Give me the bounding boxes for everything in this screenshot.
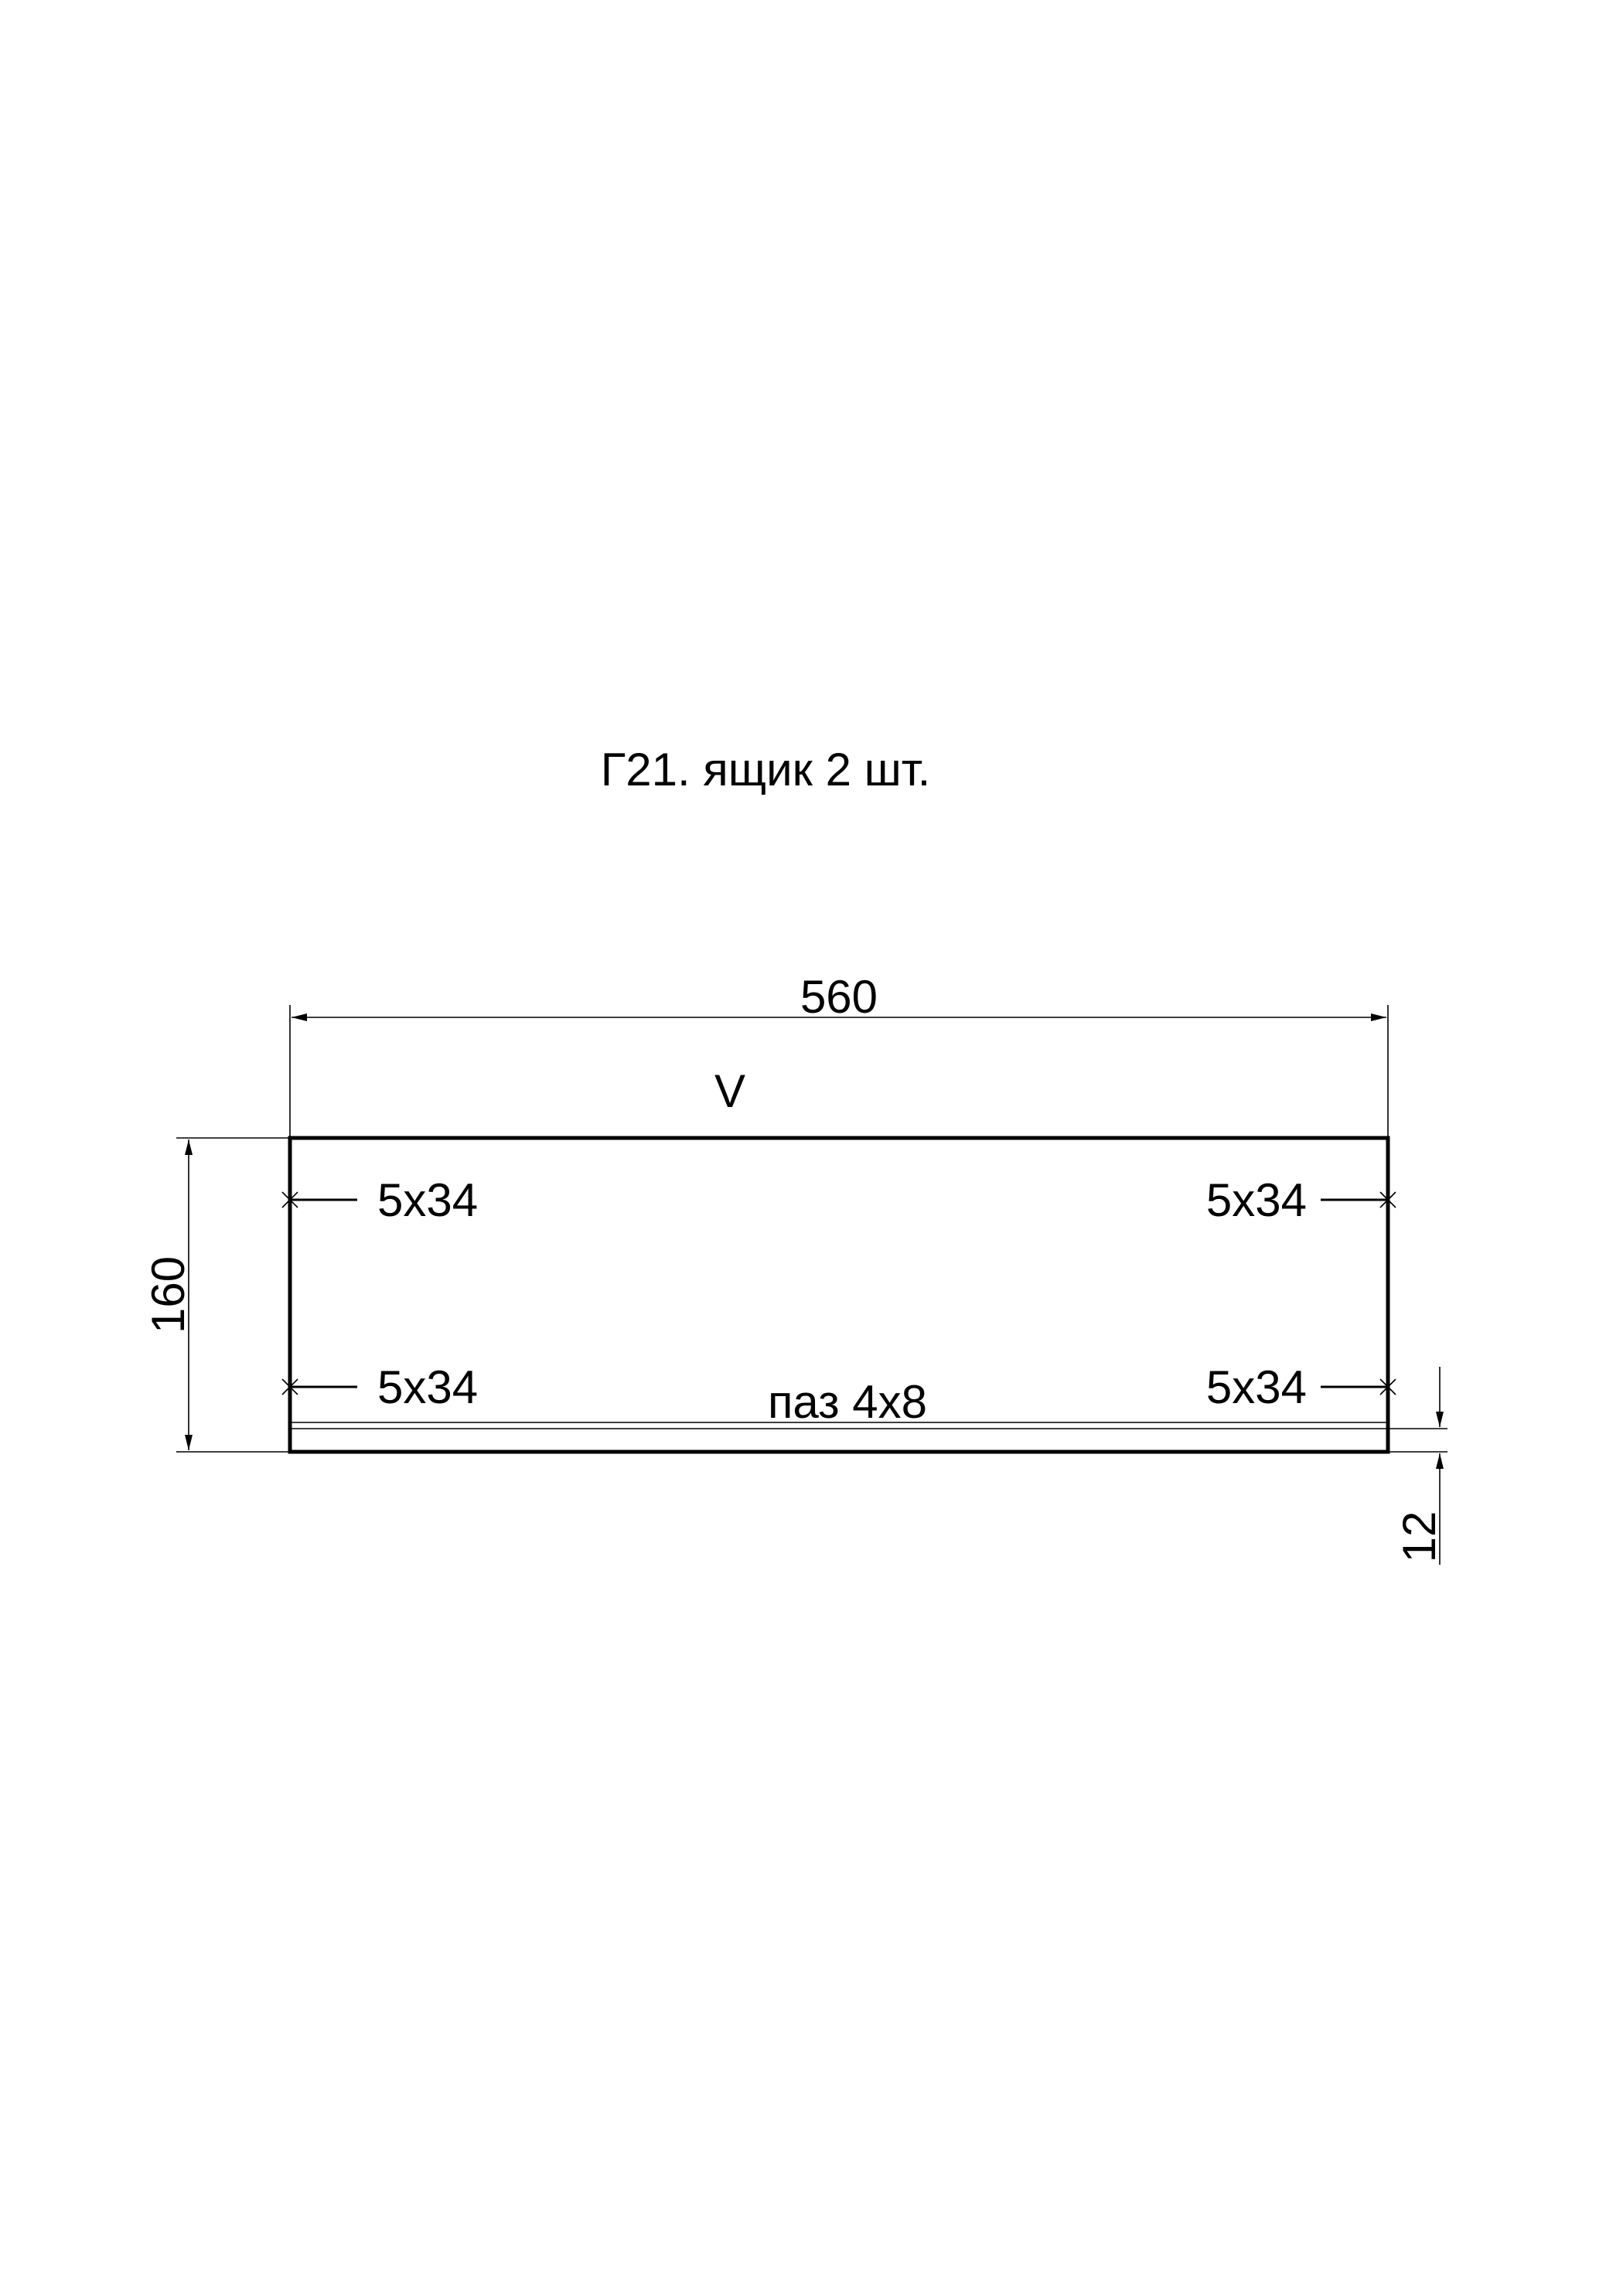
hole-label-top-left: 5x34	[377, 1174, 478, 1226]
hole-callout-bottom-right: 5x34	[1206, 1361, 1396, 1413]
dimension-width: 560	[289, 971, 1389, 1136]
hole-callout-top-left: 5x34	[281, 1174, 478, 1226]
dimension-height: 160	[142, 1137, 288, 1453]
panel-outline	[288, 1136, 1390, 1454]
hole-callout-top-right: 5x34	[1206, 1174, 1396, 1226]
drawing-title: Г21. ящик 2 шт.	[601, 744, 931, 795]
hole-label-bottom-right: 5x34	[1206, 1361, 1307, 1413]
dimension-groove-offset: 12	[1389, 1367, 1447, 1565]
hole-label-bottom-left: 5x34	[377, 1361, 478, 1413]
dimension-groove-offset-label: 12	[1393, 1511, 1445, 1563]
dimension-height-label: 160	[142, 1256, 194, 1334]
hole-callout-bottom-left: 5x34	[281, 1361, 478, 1413]
groove-label: паз 4x8	[768, 1376, 927, 1428]
hole-label-top-right: 5x34	[1206, 1174, 1307, 1226]
grain-mark: V	[714, 1065, 745, 1117]
dimension-width-label: 560	[800, 971, 878, 1023]
